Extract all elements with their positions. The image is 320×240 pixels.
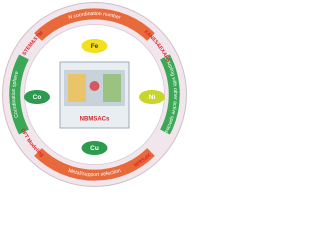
band-right — [160, 54, 180, 135]
label-top-text: N coordination number — [68, 11, 121, 21]
metal-label: Co — [33, 94, 42, 101]
label-left-text: Coordination sphere — [11, 71, 20, 119]
metal-badge — [81, 141, 108, 155]
band-bottom — [34, 147, 155, 181]
metal-label: Cu — [90, 145, 99, 152]
label-bottom: Metal/support selection — [67, 168, 122, 178]
diagram: N coordination number Metal/support sele… — [2, 2, 187, 187]
metal-badge — [24, 90, 50, 104]
center-label: NBMSACs — [80, 117, 110, 123]
label-left: Coordination sphere — [11, 71, 20, 119]
metal-label: Fe — [91, 43, 99, 50]
metal-label: Ni — [149, 94, 156, 101]
metal-badge — [81, 39, 108, 53]
band-left — [9, 54, 29, 135]
center-image-detail — [68, 74, 86, 102]
metal-badge — [139, 90, 165, 104]
band-top — [34, 8, 155, 42]
center-image-detail — [89, 81, 100, 91]
label-bottom-text: Metal/support selection — [67, 168, 122, 178]
center-image-detail — [103, 74, 121, 102]
label-top: N coordination number — [68, 11, 121, 21]
